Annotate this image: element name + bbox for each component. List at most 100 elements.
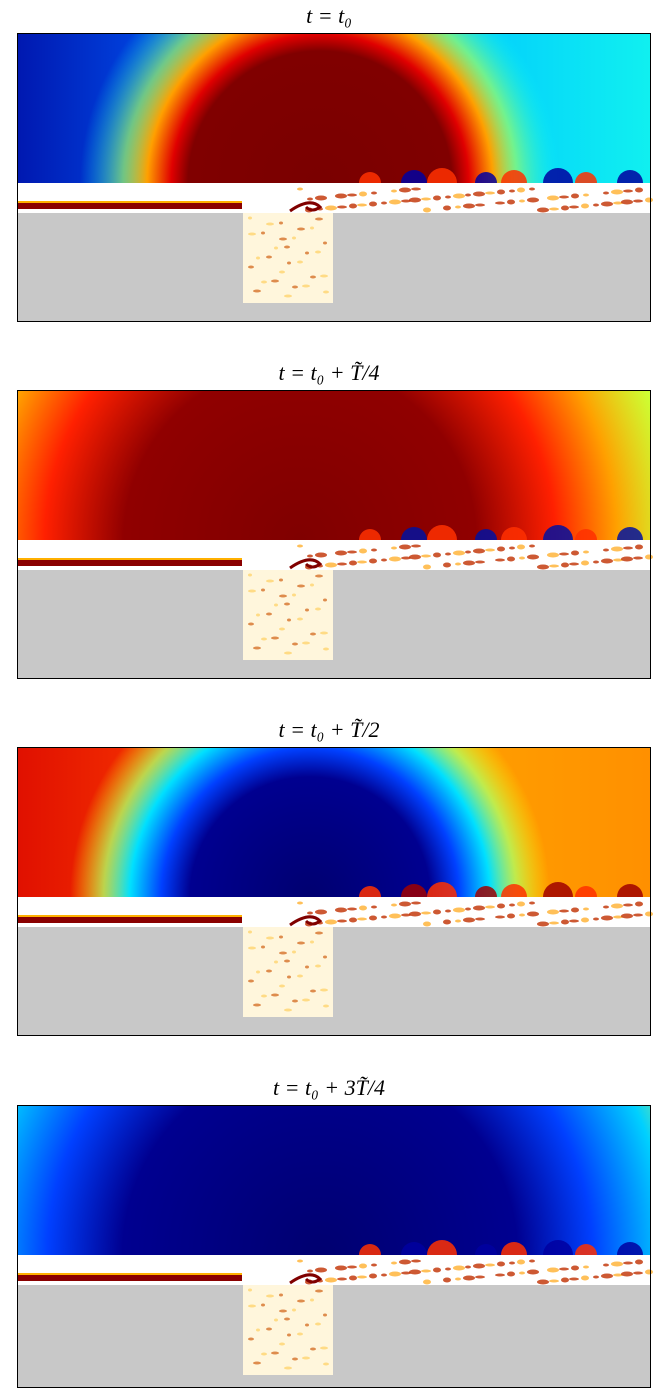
turbulence bbox=[601, 1273, 613, 1279]
turbulence bbox=[421, 1269, 431, 1273]
turbulence bbox=[571, 193, 579, 199]
turbulence bbox=[315, 552, 327, 558]
turbulence bbox=[357, 560, 367, 564]
vortex bbox=[359, 1244, 381, 1255]
turbulence bbox=[399, 1259, 411, 1265]
cavity-eddy bbox=[261, 280, 267, 284]
turbulence bbox=[297, 1259, 303, 1263]
turbulence bbox=[369, 1273, 377, 1279]
turbulence bbox=[391, 903, 397, 907]
turbulence bbox=[527, 554, 539, 560]
turbulence bbox=[371, 191, 377, 195]
cavity-eddy bbox=[271, 993, 279, 997]
turbulence bbox=[325, 1277, 337, 1283]
turbulence bbox=[357, 917, 367, 921]
field bbox=[17, 390, 651, 540]
turbulence bbox=[583, 550, 589, 554]
turbulence bbox=[485, 905, 495, 909]
turbulence bbox=[443, 562, 451, 568]
cavity-eddy bbox=[297, 974, 303, 978]
turbulence bbox=[507, 556, 515, 562]
turbulence bbox=[593, 1275, 599, 1279]
wall bbox=[17, 213, 651, 322]
turbulence bbox=[349, 203, 357, 209]
turbulence bbox=[347, 907, 357, 911]
vortex bbox=[501, 527, 527, 540]
turbulence bbox=[315, 1267, 327, 1273]
cavity-eddy bbox=[302, 998, 310, 1002]
turbulence bbox=[547, 552, 559, 558]
cavity-eddy bbox=[287, 975, 291, 979]
turbulence bbox=[603, 1263, 609, 1267]
field-wave bbox=[17, 747, 651, 897]
vortex bbox=[401, 527, 427, 540]
turbulence bbox=[497, 189, 505, 195]
turbulence bbox=[465, 193, 471, 197]
turbulence bbox=[611, 903, 623, 909]
cavity-eddy bbox=[292, 285, 298, 289]
turbulence bbox=[371, 548, 377, 552]
cavity-eddy bbox=[323, 598, 327, 602]
turbulence bbox=[411, 544, 421, 548]
wall bbox=[17, 570, 651, 679]
turbulence bbox=[391, 546, 397, 550]
vortex bbox=[427, 882, 457, 897]
cavity-eddy bbox=[248, 946, 256, 950]
vortex bbox=[401, 884, 427, 897]
turbulence bbox=[613, 558, 623, 562]
cavity-eddy bbox=[261, 945, 265, 949]
cavity-eddy bbox=[279, 1293, 283, 1297]
turbulence bbox=[495, 1273, 505, 1277]
turbulence bbox=[527, 911, 539, 917]
cavity-eddy bbox=[284, 245, 290, 249]
panel: t = t₀ + T̃/2 bbox=[17, 717, 653, 1036]
turbulence bbox=[547, 195, 559, 201]
turbulence bbox=[409, 197, 421, 203]
turbulence bbox=[569, 562, 579, 566]
turbulence bbox=[601, 915, 613, 921]
turbulence bbox=[433, 195, 441, 201]
vortex bbox=[543, 882, 573, 897]
cavity-eddy bbox=[305, 608, 309, 612]
cavity-eddy bbox=[284, 1366, 292, 1370]
turbulence bbox=[371, 1263, 377, 1267]
cavity-eddy bbox=[248, 1337, 254, 1341]
turbulence bbox=[391, 1261, 397, 1265]
turbulence bbox=[423, 564, 431, 570]
cavity-eddy bbox=[284, 1008, 292, 1012]
cavity-eddy bbox=[279, 237, 287, 241]
turbulence bbox=[559, 909, 569, 913]
vortex bbox=[401, 1242, 427, 1255]
vortex bbox=[427, 168, 457, 183]
turbulence bbox=[519, 556, 525, 560]
turbulence bbox=[537, 1279, 549, 1285]
turbulence bbox=[473, 1263, 485, 1269]
cavity-eddy bbox=[253, 646, 261, 650]
cavity-eddy bbox=[297, 941, 305, 945]
cavity-eddy bbox=[292, 236, 296, 240]
cavity-eddy bbox=[279, 1342, 285, 1346]
turbulence bbox=[389, 556, 401, 562]
turbulence bbox=[517, 544, 525, 550]
cavity-eddy bbox=[305, 965, 309, 969]
turbulence bbox=[561, 919, 569, 925]
turbulence bbox=[473, 905, 485, 911]
cavity-eddy bbox=[274, 603, 278, 607]
turbulence bbox=[389, 1271, 401, 1277]
cavity-eddy bbox=[248, 573, 252, 577]
turbulence bbox=[537, 921, 549, 927]
turbulence bbox=[645, 197, 653, 203]
vortex bbox=[359, 886, 381, 897]
vortex bbox=[543, 168, 573, 183]
cavity-eddy bbox=[284, 1317, 290, 1321]
panel: t = t₀ + 3T̃/4 bbox=[17, 1075, 653, 1388]
turbulence bbox=[315, 909, 327, 915]
cavity-eddy bbox=[315, 964, 321, 968]
turbulence bbox=[601, 558, 613, 564]
turbulence bbox=[411, 1259, 421, 1263]
turbulence bbox=[445, 1267, 451, 1271]
turbulence bbox=[613, 201, 623, 205]
cavity-eddy bbox=[266, 612, 272, 616]
turbulence bbox=[529, 901, 535, 905]
field-wave bbox=[17, 33, 651, 183]
